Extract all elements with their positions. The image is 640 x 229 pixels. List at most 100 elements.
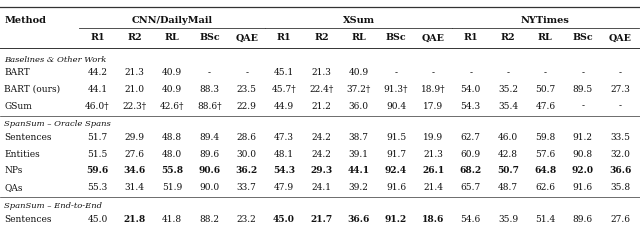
Text: 28.6: 28.6	[237, 133, 257, 142]
Text: QAE: QAE	[236, 33, 258, 42]
Text: -: -	[394, 68, 397, 77]
Text: 35.8: 35.8	[610, 182, 630, 191]
Text: 39.1: 39.1	[349, 149, 369, 158]
Text: 62.7: 62.7	[461, 133, 481, 142]
Text: R2: R2	[314, 33, 329, 42]
Text: 68.2: 68.2	[460, 166, 482, 174]
Text: 89.5: 89.5	[573, 85, 593, 94]
Text: -: -	[432, 68, 435, 77]
Text: 47.3: 47.3	[274, 133, 294, 142]
Text: RL: RL	[164, 33, 179, 42]
Text: 91.2: 91.2	[573, 133, 593, 142]
Text: 90.4: 90.4	[386, 101, 406, 110]
Text: 55.8: 55.8	[161, 166, 183, 174]
Text: 27.3: 27.3	[610, 85, 630, 94]
Text: 62.6: 62.6	[536, 182, 556, 191]
Text: 21.3: 21.3	[424, 149, 444, 158]
Text: NPs: NPs	[4, 166, 23, 174]
Text: 21.2: 21.2	[312, 101, 332, 110]
Text: BART: BART	[4, 68, 30, 77]
Text: 60.9: 60.9	[461, 149, 481, 158]
Text: 35.4: 35.4	[498, 101, 518, 110]
Text: Sentences: Sentences	[4, 214, 52, 223]
Text: 45.0: 45.0	[273, 214, 295, 223]
Text: 88.6†: 88.6†	[197, 101, 221, 110]
Text: BART (ours): BART (ours)	[4, 85, 61, 94]
Text: Method: Method	[4, 16, 47, 25]
Text: 24.2: 24.2	[312, 149, 332, 158]
Text: 38.7: 38.7	[349, 133, 369, 142]
Text: 21.3: 21.3	[312, 68, 332, 77]
Text: 89.6: 89.6	[199, 149, 220, 158]
Text: 34.6: 34.6	[124, 166, 146, 174]
Text: 91.6: 91.6	[386, 182, 406, 191]
Text: 91.3†: 91.3†	[384, 85, 408, 94]
Text: 46.0†: 46.0†	[85, 101, 109, 110]
Text: 33.5: 33.5	[610, 133, 630, 142]
Text: 35.9: 35.9	[498, 214, 518, 223]
Text: 26.1: 26.1	[422, 166, 445, 174]
Text: 42.8: 42.8	[498, 149, 518, 158]
Text: 48.7: 48.7	[498, 182, 518, 191]
Text: 24.2: 24.2	[312, 133, 332, 142]
Text: 21.4: 21.4	[424, 182, 444, 191]
Text: 89.4: 89.4	[199, 133, 220, 142]
Text: 51.5: 51.5	[87, 149, 108, 158]
Text: 90.6: 90.6	[198, 166, 220, 174]
Text: 33.7: 33.7	[237, 182, 257, 191]
Text: 51.7: 51.7	[87, 133, 108, 142]
Text: 44.1: 44.1	[348, 166, 370, 174]
Text: CNN/DailyMail: CNN/DailyMail	[131, 16, 212, 25]
Text: 51.9: 51.9	[162, 182, 182, 191]
Text: 21.0: 21.0	[125, 85, 145, 94]
Text: GSum: GSum	[4, 101, 33, 110]
Text: XSum: XSum	[342, 16, 375, 25]
Text: 65.7: 65.7	[461, 182, 481, 191]
Text: 91.2: 91.2	[385, 214, 407, 223]
Text: 46.0: 46.0	[498, 133, 518, 142]
Text: 92.0: 92.0	[572, 166, 594, 174]
Text: R1: R1	[90, 33, 105, 42]
Text: 17.9: 17.9	[423, 101, 444, 110]
Text: 29.3: 29.3	[310, 166, 333, 174]
Text: 21.7: 21.7	[310, 214, 332, 223]
Text: -: -	[245, 68, 248, 77]
Text: 55.3: 55.3	[87, 182, 108, 191]
Text: 42.6†: 42.6†	[160, 101, 184, 110]
Text: QAs: QAs	[4, 182, 23, 191]
Text: 27.6: 27.6	[610, 214, 630, 223]
Text: 47.9: 47.9	[274, 182, 294, 191]
Text: 18.6: 18.6	[422, 214, 445, 223]
Text: 50.7: 50.7	[535, 85, 556, 94]
Text: 44.1: 44.1	[87, 85, 108, 94]
Text: SpanSum – End-to-End: SpanSum – End-to-End	[4, 201, 102, 209]
Text: 45.1: 45.1	[274, 68, 294, 77]
Text: 48.1: 48.1	[274, 149, 294, 158]
Text: 91.6: 91.6	[573, 182, 593, 191]
Text: NYTimes: NYTimes	[521, 16, 570, 25]
Text: -: -	[581, 101, 584, 110]
Text: -: -	[469, 68, 472, 77]
Text: 88.2: 88.2	[200, 214, 220, 223]
Text: 36.6: 36.6	[609, 166, 631, 174]
Text: QAE: QAE	[422, 33, 445, 42]
Text: 45.0: 45.0	[87, 214, 108, 223]
Text: 29.9: 29.9	[125, 133, 145, 142]
Text: SpanSum – Oracle Spans: SpanSum – Oracle Spans	[4, 120, 111, 128]
Text: 40.9: 40.9	[349, 68, 369, 77]
Text: 36.2: 36.2	[236, 166, 258, 174]
Text: RL: RL	[351, 33, 366, 42]
Text: Sentences: Sentences	[4, 133, 52, 142]
Text: 21.8: 21.8	[124, 214, 146, 223]
Text: 54.6: 54.6	[461, 214, 481, 223]
Text: 40.9: 40.9	[162, 68, 182, 77]
Text: 23.5: 23.5	[237, 85, 257, 94]
Text: 91.5: 91.5	[386, 133, 406, 142]
Text: R2: R2	[127, 33, 142, 42]
Text: 44.2: 44.2	[88, 68, 108, 77]
Text: -: -	[506, 68, 509, 77]
Text: RL: RL	[538, 33, 553, 42]
Text: 30.0: 30.0	[237, 149, 257, 158]
Text: 31.4: 31.4	[125, 182, 145, 191]
Text: 90.8: 90.8	[573, 149, 593, 158]
